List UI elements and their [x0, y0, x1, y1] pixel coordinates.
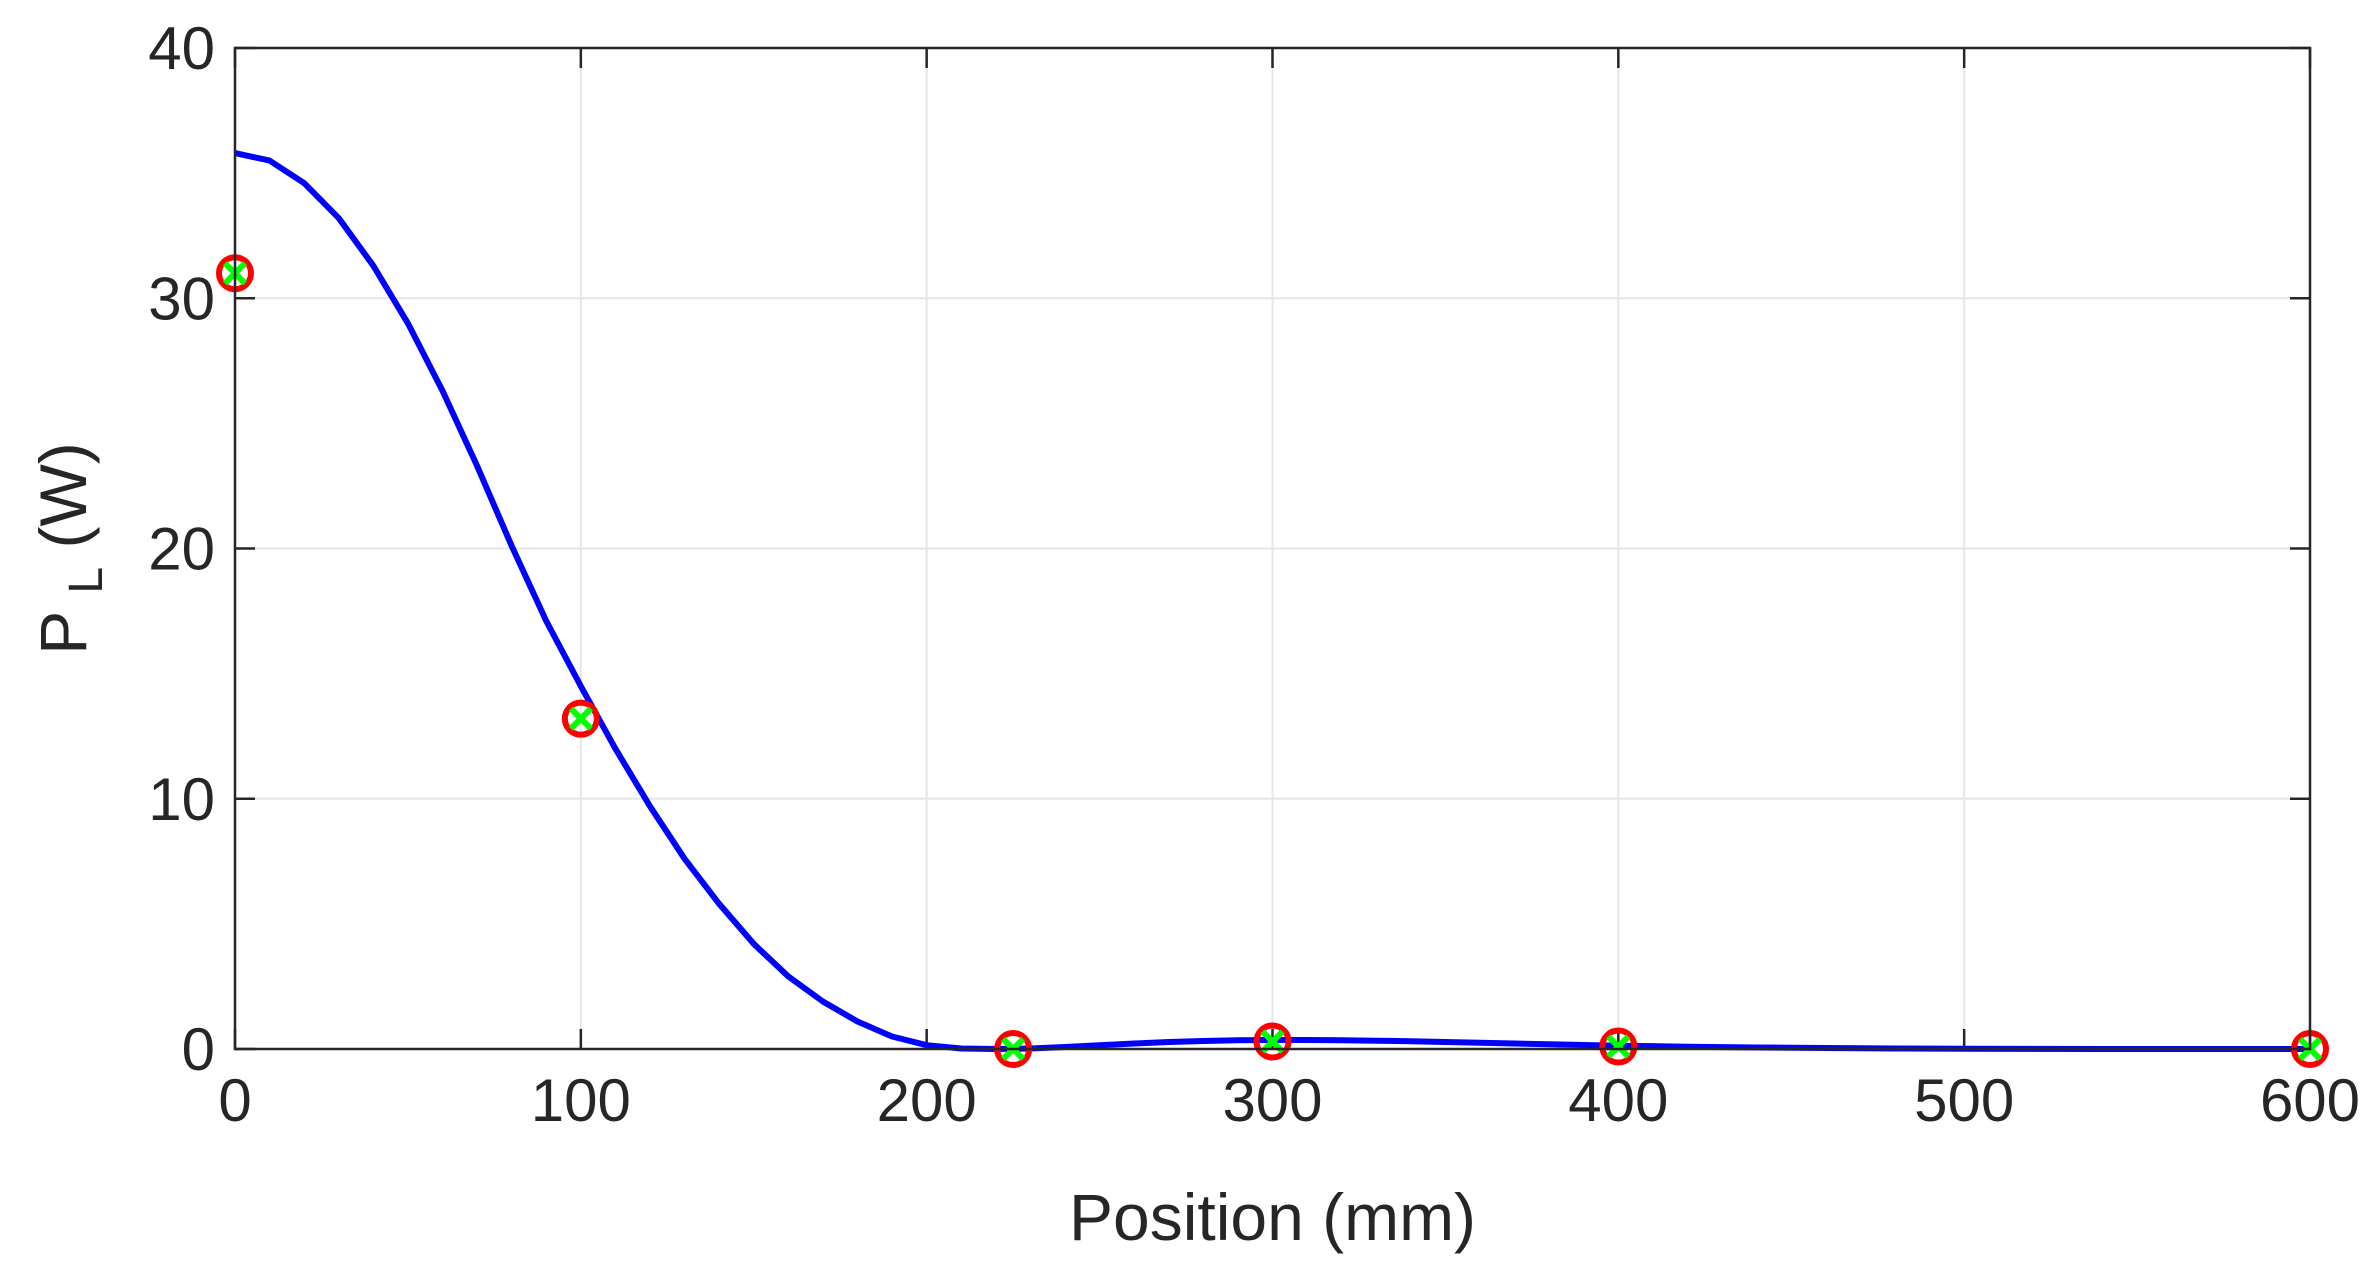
x-tick-label: 500	[1914, 1067, 2014, 1134]
y-axis-label-unit: (W)	[26, 442, 100, 548]
tick-labels: 0 100 200 300 400 500 600 0 10 20 30 40	[148, 15, 2360, 1134]
y-tick-label: 30	[148, 265, 215, 332]
data-point-x-stroke	[1606, 1034, 1631, 1059]
x-tick-label: 100	[531, 1067, 631, 1134]
y-tick-label: 10	[148, 766, 215, 833]
axes-frame	[233, 46, 2312, 1051]
data-point-circle	[1253, 1022, 1292, 1061]
data-point-circle	[561, 699, 600, 738]
x-tick-label: 300	[1222, 1067, 1322, 1134]
data-point-circle	[1599, 1027, 1638, 1066]
data-point-x	[568, 706, 593, 731]
x-tick-label: 200	[877, 1067, 977, 1134]
fit-curve-line	[234, 150, 2310, 1052]
x-tick-label: 400	[1568, 1067, 1668, 1134]
x-tick-label: 0	[218, 1067, 251, 1134]
y-axis-label-subscript: L	[60, 567, 113, 594]
grid-lines	[234, 47, 2311, 1050]
data-point-x-stroke	[568, 706, 593, 731]
x-tick-label: 600	[2260, 1067, 2360, 1134]
y-tick-label: 20	[148, 516, 215, 583]
data-point-x	[1606, 1034, 1631, 1059]
y-tick-label: 0	[182, 1016, 215, 1083]
y-axis-label-main: P	[26, 612, 100, 655]
y-tick-label: 40	[148, 15, 215, 82]
y-axis-label: P L (W)	[26, 442, 116, 655]
x-axis-label: Position (mm)	[1069, 1180, 1476, 1254]
